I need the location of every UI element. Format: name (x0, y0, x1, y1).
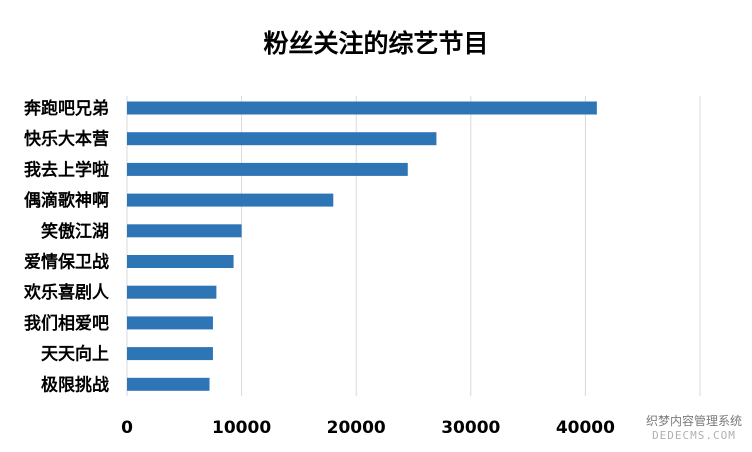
x-tick-label: 40000 (556, 418, 615, 438)
bar (127, 285, 217, 299)
bar (127, 162, 408, 176)
x-tick-label: 30000 (441, 418, 500, 438)
bar (127, 193, 334, 207)
category-label: 欢乐喜剧人 (23, 282, 110, 303)
x-tick-label: 0 (121, 418, 133, 438)
category-label: 天天向上 (41, 344, 109, 365)
watermark-line2: DEDECMS.COM (652, 429, 736, 442)
x-axis-tick-labels: 0 10000 20000 30000 40000 (121, 418, 615, 438)
bar (127, 224, 242, 238)
category-label: 我去上学啦 (24, 159, 109, 180)
bar (127, 316, 213, 330)
category-labels: 奔跑吧兄弟快乐大本营我去上学啦偶滴歌神啊笑傲江湖爱情保卫战欢乐喜剧人我们相爱吧天… (23, 98, 110, 395)
chart-title: 粉丝关注的综艺节目 (263, 29, 488, 58)
category-label: 笑傲江湖 (41, 221, 109, 242)
bar (127, 101, 597, 115)
category-label: 我们相爱吧 (24, 313, 109, 334)
bar (127, 255, 234, 268)
x-tick-label: 20000 (327, 418, 386, 438)
watermark-line1: 织梦内容管理系统 (645, 414, 742, 428)
watermark: 织梦内容管理系统 DEDECMS.COM (646, 412, 742, 442)
x-tick-label: 10000 (212, 418, 271, 438)
grid-lines (126, 96, 701, 396)
bar (127, 132, 437, 146)
category-label: 奔跑吧兄弟 (23, 98, 109, 119)
bars (127, 101, 597, 391)
bar (127, 347, 213, 361)
category-label: 爱情保卫战 (24, 252, 109, 273)
category-label: 快乐大本营 (24, 129, 109, 150)
bar (127, 377, 210, 391)
category-label: 极限挑战 (41, 374, 109, 395)
category-label: 偶滴歌神啊 (24, 190, 109, 211)
